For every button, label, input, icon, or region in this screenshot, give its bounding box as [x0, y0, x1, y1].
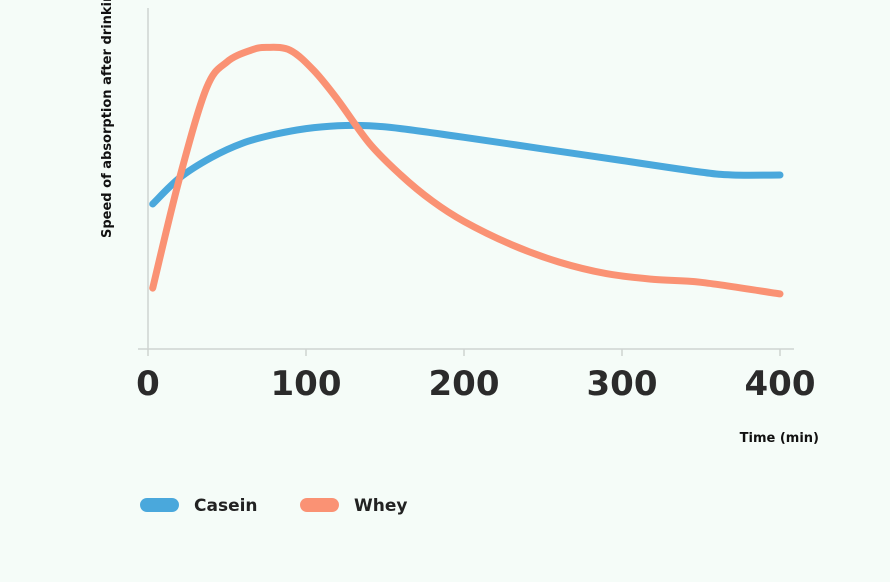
legend-label-casein: Casein [194, 496, 258, 516]
legend-label-whey: Whey [354, 496, 407, 516]
y-axis-label: Speed of absorption after drinking [100, 0, 115, 238]
x-tick-label: 400 [745, 364, 816, 404]
series-line-casein [149, 121, 784, 208]
x-tick-label: 100 [271, 364, 342, 404]
x-tick-label: 200 [429, 364, 500, 404]
x-tick-label: 300 [587, 364, 658, 404]
x-axis-label: Time (min) [740, 431, 819, 446]
legend: Casein Whey [140, 496, 407, 516]
x-tick-label: 0 [136, 364, 160, 404]
x-tick-group: 0 100 200 300 400 [136, 349, 815, 404]
series-line-whey [149, 43, 784, 298]
series-group [149, 43, 784, 298]
